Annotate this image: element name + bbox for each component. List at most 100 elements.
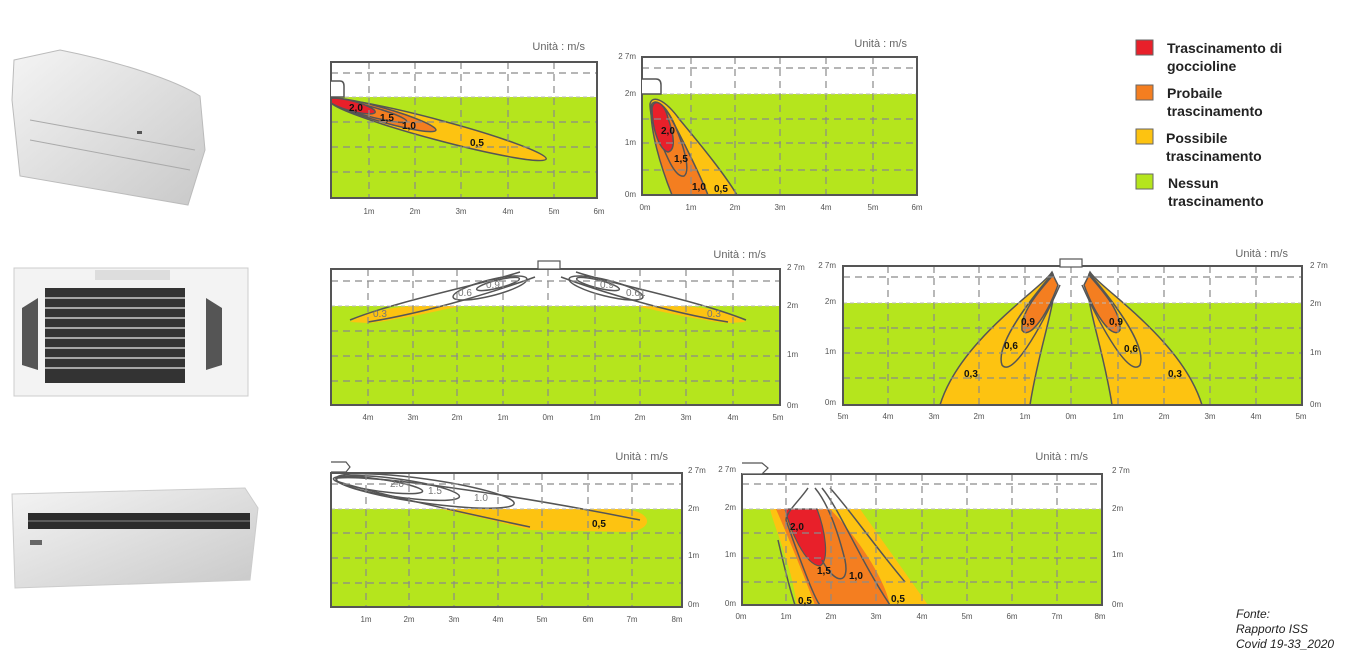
x-tick-label: 5m: [548, 207, 559, 216]
legend: Trascinamento di goccioline Probaile tra…: [1135, 39, 1282, 209]
contour-label: 0,3: [964, 369, 978, 380]
contour-label: 1,0: [849, 571, 863, 582]
y-tick-label: 1m: [725, 550, 736, 559]
y-tick-label: 2m: [825, 297, 836, 306]
x-tick-label: 3m: [870, 612, 881, 621]
x-tick-label: 1m: [363, 207, 374, 216]
device-icon: [331, 80, 345, 98]
x-tick-label: 5m: [1295, 412, 1306, 421]
x-tick-label: 5m: [772, 413, 783, 422]
x-tick-label: 1m: [1112, 412, 1123, 421]
x-tick-label: 3m: [774, 203, 785, 212]
legend-label: trascinamento: [1166, 148, 1262, 164]
contour-label: 0,9: [1109, 317, 1123, 328]
unit-label: Unità : m/s: [615, 451, 668, 463]
panel-cassette-front: 0,9 0,6 0,3 0,9 0,6 0,3 Unità : m/s 5m 4m 3…: [818, 248, 1328, 421]
contour-label: 0,9: [1021, 317, 1035, 328]
legend-label: Possibile: [1166, 130, 1228, 146]
y-tick-label: 0m: [825, 398, 836, 407]
x-tick-label: 3m: [407, 413, 418, 422]
x-tick-label: 1m: [685, 203, 696, 212]
zone-droplet: [331, 97, 376, 115]
y-tick-label: 1m: [787, 350, 798, 359]
x-tick-label: 3m: [1204, 412, 1215, 421]
legend-label: Trascinamento di: [1167, 40, 1282, 56]
x-tick-label: 2m: [825, 612, 836, 621]
x-tick-label: 6m: [1006, 612, 1017, 621]
y-tick-label: 1m: [688, 551, 699, 560]
contour-label: 0.9: [600, 280, 614, 291]
x-tick-label: 1m: [497, 413, 508, 422]
panel-ceiling-side: 2.0 1.5 1.0 0,5 Unità : m/s 1m 2m 3m 4m 5m 6m 7…: [330, 451, 706, 624]
legend-item-none: Nessun trascinamento: [1135, 173, 1264, 209]
contour-label: 0,5: [714, 184, 728, 195]
zone-droplet: [784, 508, 827, 567]
x-tick-label: 2m: [729, 203, 740, 212]
x-tick-label: 1m: [780, 612, 791, 621]
y-tick-label: 2 7m: [787, 263, 805, 272]
y-tick-label: 0m: [725, 599, 736, 608]
y-tick-label: 0m: [787, 401, 798, 410]
x-tick-label: 5m: [837, 412, 848, 421]
contour-label: 2.0: [390, 479, 404, 490]
x-tick-label: 5m: [867, 203, 878, 212]
contour-label: 1,5: [674, 154, 688, 165]
y-tick-label: 1m: [1310, 348, 1321, 357]
contour-label: 0,5: [470, 138, 484, 149]
x-tick-label: 5m: [536, 615, 547, 624]
device-icon: [1059, 258, 1083, 268]
y-tick-label: 2 7m: [1112, 466, 1130, 475]
panel-frame: [330, 472, 683, 608]
contour-label: 0.3: [707, 309, 721, 320]
x-tick-label: 6m: [593, 207, 604, 216]
device-icon: [331, 461, 351, 473]
panel-cassette-side: 0.6 0.9 0.3 0.9 0.61 0.3 Unità : m/s 4m 3m…: [330, 249, 805, 422]
y-tick-label: 1m: [825, 347, 836, 356]
x-tick-label: 3m: [448, 615, 459, 624]
y-tick-label: 2 7m: [688, 466, 706, 475]
x-tick-label: 0m: [1065, 412, 1076, 421]
contour-label: 0.9: [486, 280, 500, 291]
x-tick-label: 2m: [973, 412, 984, 421]
y-tick-label: 1m: [625, 138, 636, 147]
x-tick-label: 4m: [362, 413, 373, 422]
y-tick-label: 2 7m: [618, 52, 636, 61]
unit-label: Unità : m/s: [1235, 248, 1288, 260]
y-tick-label: 0m: [1310, 400, 1321, 409]
x-tick-label: 3m: [928, 412, 939, 421]
contour-label: 0,5: [592, 519, 606, 530]
x-tick-label: 2m: [451, 413, 462, 422]
x-tick-label: 3m: [455, 207, 466, 216]
x-tick-label: 2m: [409, 207, 420, 216]
x-tick-label: 1m: [1019, 412, 1030, 421]
y-tick-label: 2m: [625, 89, 636, 98]
x-tick-label: 1m: [589, 413, 600, 422]
contour-label: 0,3: [1168, 369, 1182, 380]
source-line: Covid 19-33_2020: [1236, 637, 1334, 651]
panel-frame: [641, 56, 918, 196]
floor-zone: [843, 303, 1302, 405]
source-note: Fonte: Rapporto ISS Covid 19-33_2020: [1236, 607, 1334, 651]
y-tick-label: 2 7m: [818, 261, 836, 270]
source-line: Fonte:: [1236, 607, 1270, 621]
legend-item-droplet: Trascinamento di goccioline: [1135, 39, 1282, 74]
y-tick-label: 2m: [787, 301, 798, 310]
x-tick-label: 4m: [882, 412, 893, 421]
unit-label: Unità : m/s: [854, 38, 907, 50]
contour-label: 1.0: [474, 493, 488, 504]
x-tick-label: 1m: [360, 615, 371, 624]
y-tick-label: 2 7m: [718, 465, 736, 474]
unit-label: Unità : m/s: [532, 41, 585, 53]
y-tick-label: 1m: [1112, 550, 1123, 559]
contour-label: 0,6: [1124, 344, 1138, 355]
panel-frame: [741, 473, 1103, 606]
x-tick-label: 8m: [671, 615, 682, 624]
x-tick-label: 0m: [735, 612, 746, 621]
contour-label: 1,0: [692, 182, 706, 193]
contour-label: 1,0: [402, 121, 416, 132]
y-tick-label: 0m: [1112, 600, 1123, 609]
x-tick-label: 2m: [1158, 412, 1169, 421]
y-tick-label: 2m: [688, 504, 699, 513]
x-tick-label: 2m: [403, 615, 414, 624]
zone-probable: [1021, 273, 1059, 334]
